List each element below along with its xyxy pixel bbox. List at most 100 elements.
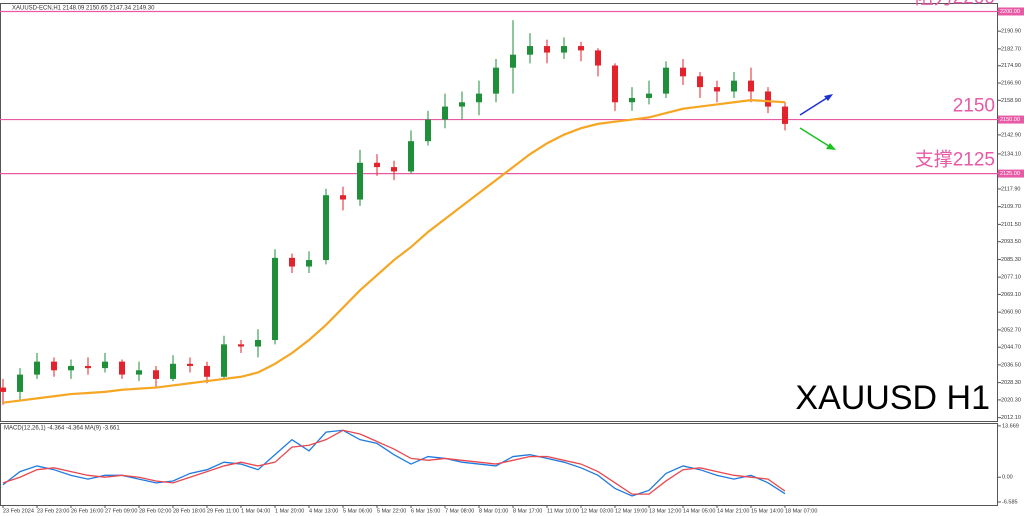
symbol-annotation: XAUUSD H1 — [795, 379, 990, 417]
level-tag-label: 2125.00 — [1000, 171, 1020, 177]
candle-body — [204, 365, 210, 377]
candle-body — [34, 361, 40, 375]
y-tick-label: -6.585 — [1002, 499, 1018, 505]
y-tick-label: 2044.70 — [1001, 345, 1021, 351]
x-tick-label: 11 Mar 10:00 — [547, 508, 579, 514]
y-tick-label: 2166.90 — [1001, 80, 1021, 86]
y-tick-label: 2069.10 — [1001, 292, 1021, 298]
down-arrow-head — [826, 143, 836, 150]
x-tick-label: 8 Mar 17:00 — [513, 508, 542, 514]
candle-body — [612, 65, 618, 103]
candle-body — [578, 46, 584, 51]
x-tick-label: 28 Feb 02:00 — [139, 508, 171, 514]
candle-body — [272, 257, 278, 341]
y-tick-label: 2012.10 — [1001, 415, 1021, 421]
candle-body — [731, 80, 737, 92]
candle-body — [408, 141, 414, 172]
level-tag — [998, 169, 1024, 178]
x-tick-label: 6 Mar 15:00 — [411, 508, 440, 514]
y-tick-label: 2190.90 — [1001, 29, 1021, 35]
x-tick-label: 1 Mar 20:00 — [275, 508, 304, 514]
candle-body — [187, 363, 193, 366]
price-panel-frame — [0, 3, 998, 422]
candle-body — [476, 93, 482, 103]
candle-body — [595, 50, 601, 66]
candle-body — [765, 91, 771, 107]
x-tick-label: 8 Mar 01:00 — [479, 508, 508, 514]
candle-body — [68, 365, 74, 371]
down-arrow — [799, 127, 833, 149]
candle-body — [493, 67, 499, 94]
candle-body — [136, 370, 142, 375]
level-tag-label: 2200.00 — [1000, 9, 1020, 15]
up-arrow-head — [824, 94, 833, 101]
candle-body — [340, 195, 346, 200]
candle-body — [714, 87, 720, 92]
candle-body — [102, 361, 108, 369]
y-tick-label: 2134.10 — [1001, 151, 1021, 157]
candle-body — [306, 260, 312, 267]
y-tick-label: 2182.70 — [1001, 46, 1021, 52]
candle-body — [425, 119, 431, 142]
candle-body — [357, 162, 363, 200]
x-tick-label: 5 Mar 22:00 — [377, 508, 406, 514]
x-tick-label: 23 Feb 2024 — [3, 508, 34, 514]
macd-panel-frame — [0, 423, 998, 506]
y-tick-label: 13.669 — [1002, 423, 1019, 429]
y-tick-label: 2052.70 — [1001, 327, 1021, 333]
x-tick-label: 4 Mar 13:00 — [309, 508, 338, 514]
macd-line — [2, 429, 786, 497]
x-tick-label: 29 Feb 11:00 — [207, 508, 239, 514]
level-annotation: 阻力2200 — [915, 0, 995, 9]
x-tick-label: 15 Mar 14:00 — [751, 508, 783, 514]
candle-body — [51, 361, 57, 371]
candle-body — [459, 102, 465, 107]
level-annotation: 2150 — [953, 96, 995, 117]
y-tick-label: 2028.30 — [1001, 380, 1021, 386]
level-tag-label: 2150.00 — [1000, 117, 1020, 123]
candle-body — [510, 54, 516, 68]
candle-body — [697, 76, 703, 88]
y-tick-label: 2101.50 — [1001, 222, 1021, 228]
y-tick-label: 2036.50 — [1001, 362, 1021, 368]
y-tick-label: 2142.90 — [1001, 132, 1021, 138]
candle-body — [680, 67, 686, 77]
x-tick-label: 18 Mar 07:00 — [785, 508, 817, 514]
y-tick-label: 0.00 — [1002, 475, 1013, 481]
candle-body — [748, 80, 754, 92]
candle-body — [782, 106, 788, 124]
up-arrow — [799, 95, 831, 116]
x-tick-label: 27 Feb 09:00 — [105, 508, 137, 514]
y-tick-label: 2109.70 — [1001, 204, 1021, 210]
x-tick-label: 14 Mar 21:00 — [717, 508, 749, 514]
x-tick-label: 28 Feb 18:00 — [173, 508, 205, 514]
candle-body — [646, 93, 652, 98]
level-annotation: 支撑2125 — [915, 149, 995, 171]
candle-body — [153, 370, 159, 379]
level-tag — [998, 115, 1024, 124]
x-tick-label: 12 Mar 03:00 — [581, 508, 613, 514]
x-tick-label: 26 Feb 16:00 — [71, 508, 103, 514]
y-tick-label: 2077.10 — [1001, 275, 1021, 281]
candle-body — [0, 387, 6, 392]
y-tick-label: 2117.90 — [1001, 186, 1020, 192]
candle-body — [17, 374, 23, 392]
candle-body — [119, 361, 125, 375]
moving-average — [2, 98, 786, 404]
x-tick-label: 1 Mar 04:00 — [241, 508, 270, 514]
x-tick-label: 14 Mar 05:00 — [683, 508, 715, 514]
candle-body — [238, 344, 244, 347]
candle-body — [442, 106, 448, 120]
macd-title: MACD(12,26,1) -4.364 -4.364 MA(9) -3.661 — [4, 426, 120, 432]
candle-body — [391, 167, 397, 172]
candle-body — [85, 365, 91, 369]
candle-body — [663, 67, 669, 94]
y-tick-label: 2158.90 — [1001, 98, 1021, 104]
x-tick-label: 5 Mar 06:00 — [343, 508, 372, 514]
candle-body — [221, 344, 227, 377]
y-tick-label: 2020.30 — [1001, 397, 1021, 403]
candle-body — [289, 257, 295, 267]
candle-body — [170, 363, 176, 379]
candle-body — [255, 340, 261, 347]
